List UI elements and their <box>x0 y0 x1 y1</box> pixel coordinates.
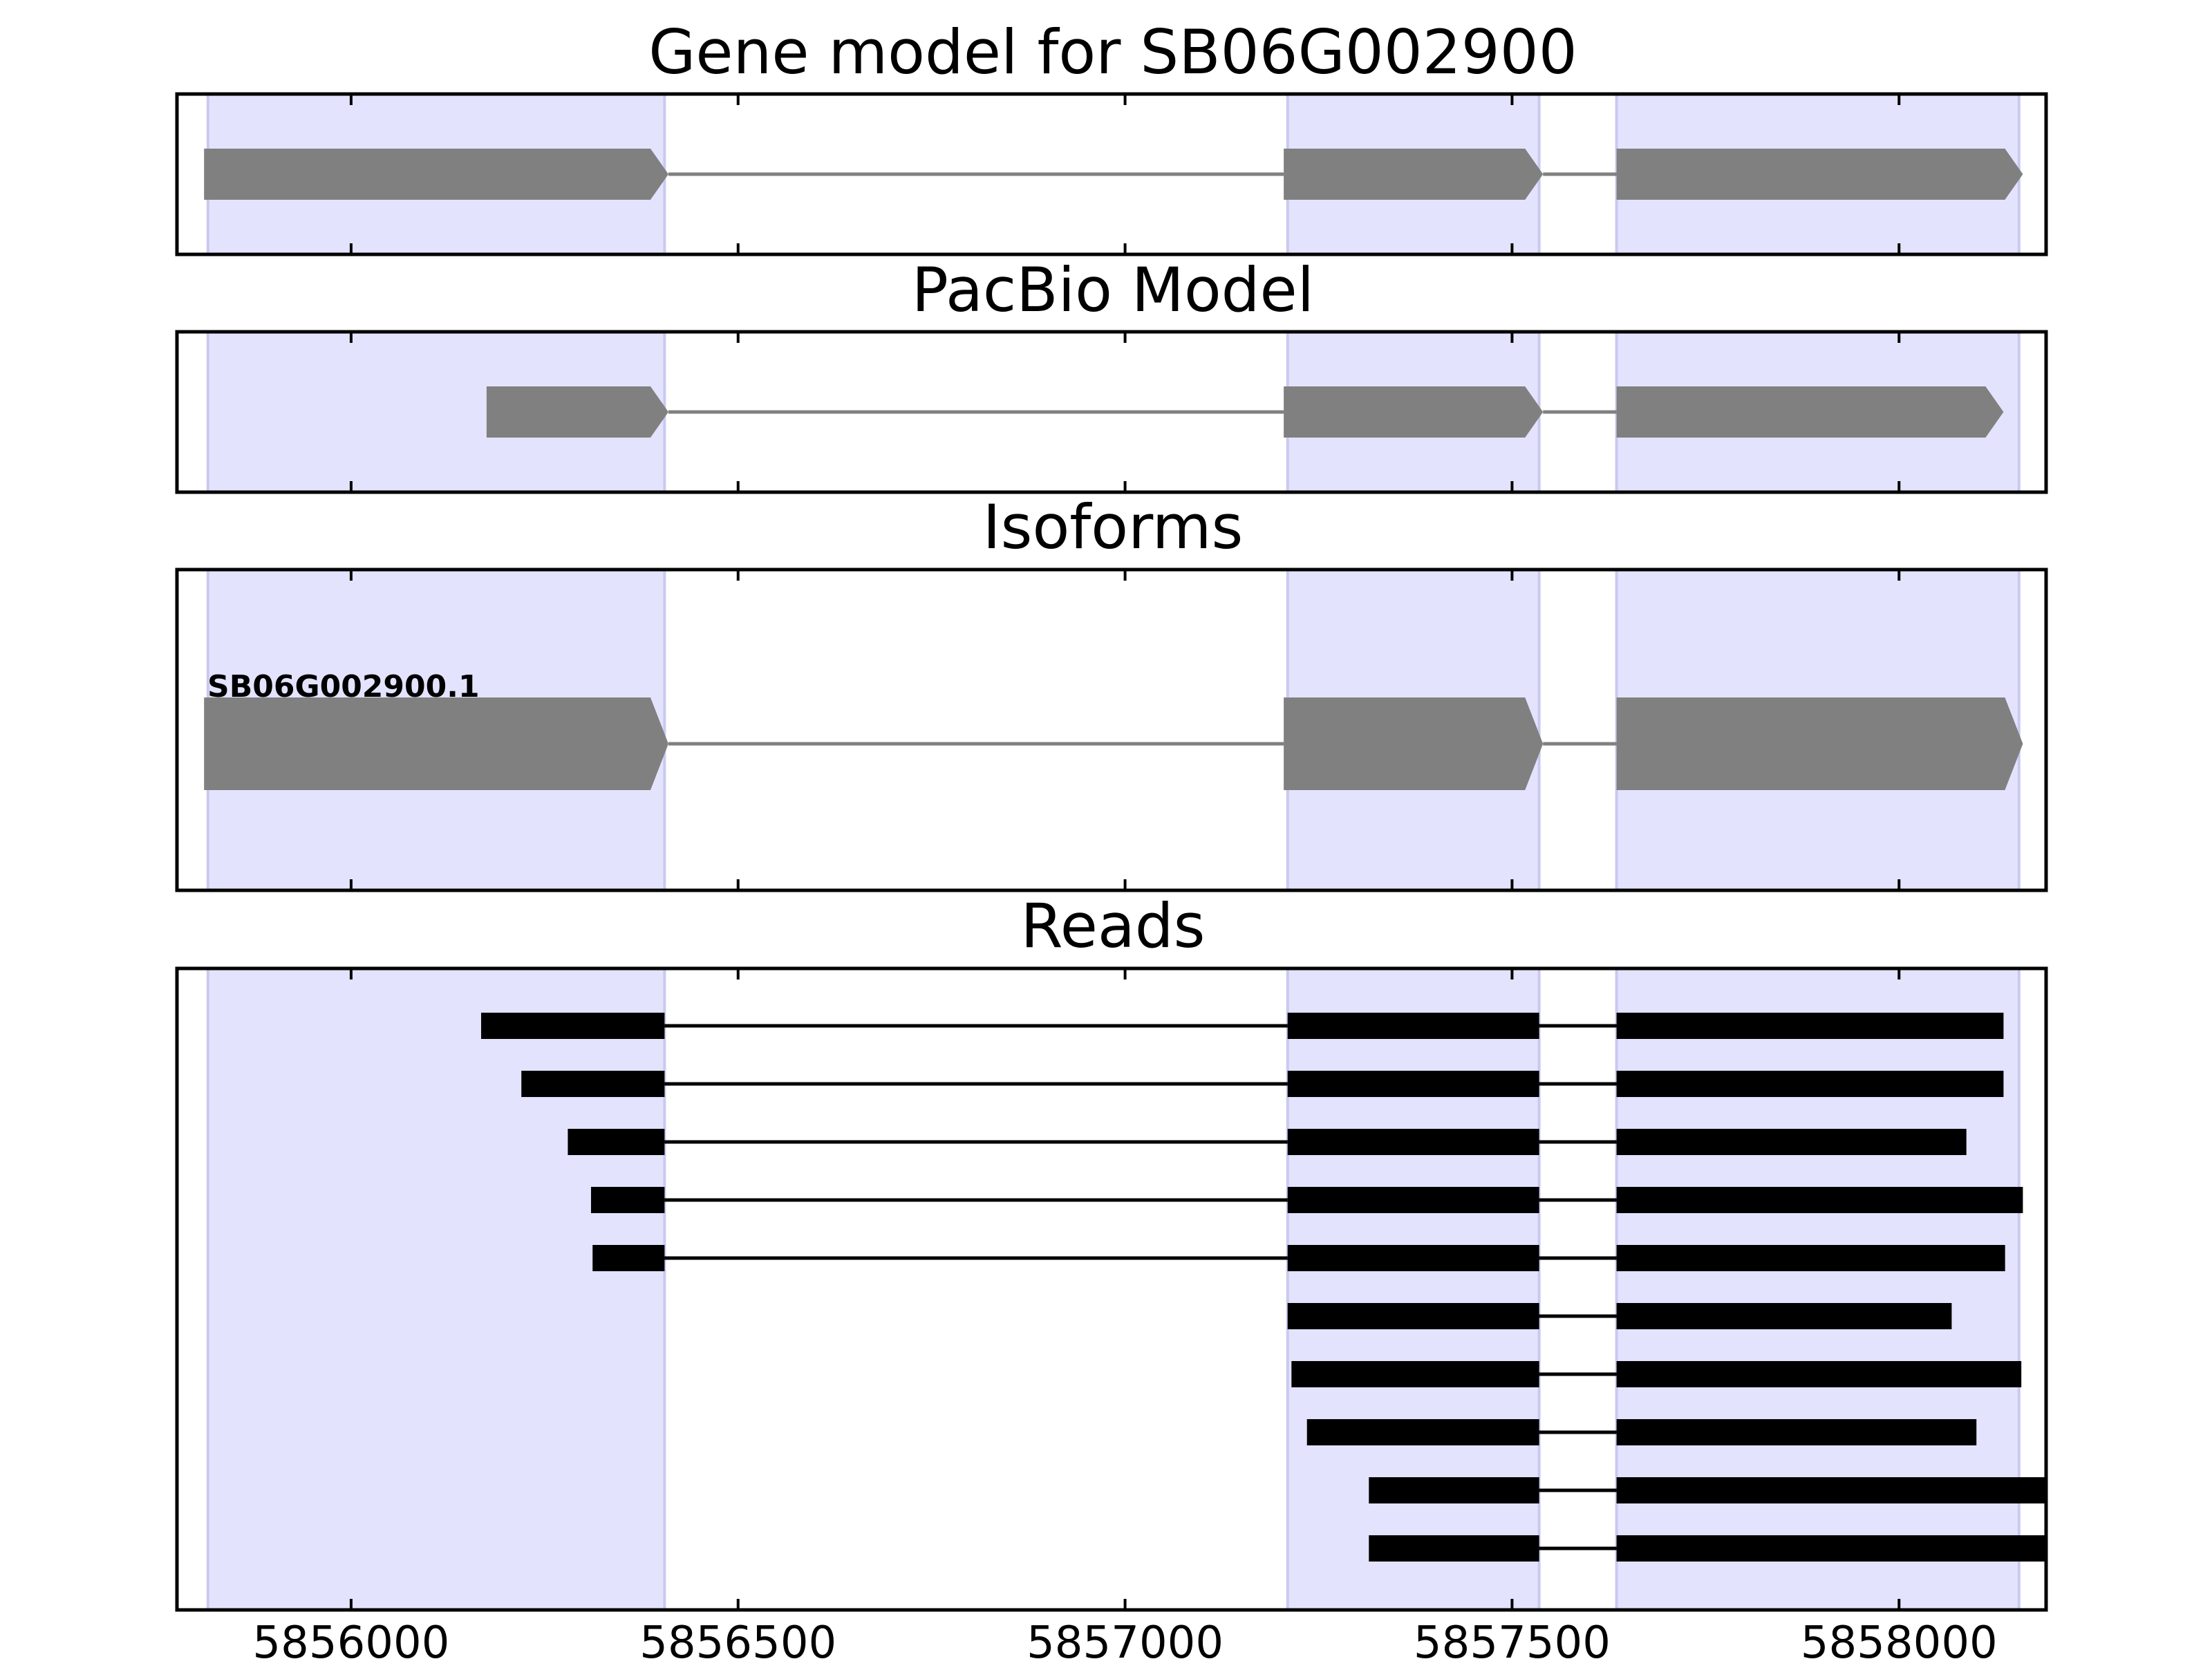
read-block <box>1287 1071 1539 1097</box>
x-tick-label: 5857000 <box>1027 1618 1224 1659</box>
read-block <box>1287 1013 1539 1039</box>
panel-frame <box>175 92 2048 256</box>
read-block <box>568 1129 665 1155</box>
read-marks <box>481 1013 2046 1562</box>
read-block <box>1287 1187 1539 1213</box>
read-block <box>1306 1419 1539 1445</box>
top-ticks <box>349 968 1901 1610</box>
read-block <box>1616 1187 2023 1213</box>
x-tick-label: 5858000 <box>1801 1618 1998 1659</box>
panel-frame <box>175 330 2048 494</box>
exon-block <box>1616 697 2023 790</box>
read-block <box>1369 1477 1539 1503</box>
read-block <box>591 1187 665 1213</box>
panel-isoforms: Isoforms SB06G002900.1 <box>175 491 2048 892</box>
exon-shade-region <box>1286 967 1541 1611</box>
exon-block <box>1616 386 2004 438</box>
exon-block <box>486 386 668 438</box>
read-row <box>1369 1535 2046 1562</box>
read-block <box>1616 1245 2005 1271</box>
exon-block <box>1284 697 1544 790</box>
isoform-marks <box>204 697 2023 790</box>
panel-frame <box>175 568 2048 892</box>
x-tick-label: 5856500 <box>639 1618 836 1659</box>
read-block <box>1616 1361 2022 1387</box>
x-axis: 5856000 5856500 5857000 5857500 5858000 <box>252 1618 1997 1659</box>
read-block <box>1616 1419 1977 1445</box>
read-block <box>1616 1303 1952 1329</box>
panel-frame <box>175 966 2048 1612</box>
read-row <box>592 1245 2005 1271</box>
panel-title-reads: Reads <box>1021 890 1206 962</box>
read-row <box>1287 1303 1952 1329</box>
isoform-label: SB06G002900.1 <box>207 669 480 704</box>
exon-block <box>204 697 668 790</box>
read-block <box>1616 1129 1967 1155</box>
panel-title-gene-model: Gene model for SB06G002900 <box>648 17 1577 88</box>
read-block <box>521 1071 665 1097</box>
read-row <box>1306 1419 1977 1445</box>
read-block <box>1291 1361 1539 1387</box>
read-block <box>1287 1129 1539 1155</box>
exon-block <box>1284 386 1544 438</box>
read-row <box>481 1013 2004 1039</box>
x-tick-label: 5857500 <box>1414 1618 1611 1659</box>
read-row <box>591 1187 2023 1213</box>
panel-title-isoforms: Isoforms <box>983 491 1244 563</box>
read-block <box>1287 1303 1539 1329</box>
panel-pacbio-model: PacBio Model <box>175 254 2048 494</box>
exon-block <box>1284 149 1544 200</box>
read-block <box>1616 1535 2046 1562</box>
exon-shade-region <box>1615 967 2021 1611</box>
exon-shade-region <box>206 967 666 1611</box>
top-ticks <box>349 570 1901 890</box>
read-row <box>1291 1361 2022 1387</box>
x-tick-label: 5856000 <box>252 1618 449 1659</box>
top-ticks <box>349 94 1901 254</box>
panel-gene-model: Gene model for SB06G002900 <box>175 17 2048 256</box>
read-block <box>1616 1071 2004 1097</box>
panel-reads: Reads <box>175 890 2048 1612</box>
read-block <box>592 1245 665 1271</box>
read-block <box>1616 1477 2046 1503</box>
read-row <box>1369 1477 2046 1503</box>
read-block <box>1616 1013 2004 1039</box>
panel-title-pacbio: PacBio Model <box>912 254 1314 326</box>
exon-block <box>1616 149 2023 200</box>
read-row <box>568 1129 1967 1155</box>
pacbio-model-marks <box>486 386 2004 438</box>
top-ticks <box>349 332 1901 492</box>
gene-model-marks <box>204 149 2023 200</box>
read-block <box>1369 1535 1539 1562</box>
read-row <box>521 1071 2004 1097</box>
read-block <box>1287 1245 1539 1271</box>
exon-block <box>204 149 668 200</box>
read-block <box>481 1013 665 1039</box>
